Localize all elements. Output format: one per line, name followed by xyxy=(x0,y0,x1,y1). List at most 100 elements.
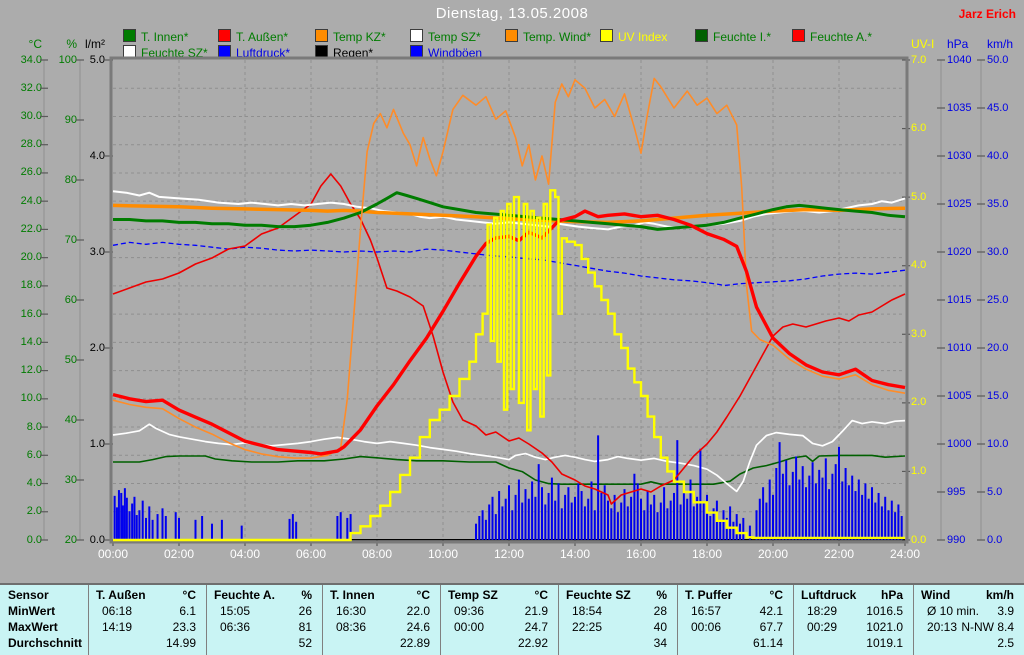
y-tick-label-kmh: 5.0 xyxy=(987,485,1003,498)
table-max-value: 23.3 xyxy=(172,620,196,634)
legend-item-temp-wind: Temp. Wind* xyxy=(505,29,592,44)
y-tick-label-uv: 5.0 xyxy=(911,190,927,203)
y-tick-label-temp_c: 6.0 xyxy=(26,448,42,461)
axis-unit-uv: UV-I xyxy=(911,37,935,51)
y-tick-label-pct: 20 xyxy=(64,533,77,546)
table-max-value: 1021.0 xyxy=(866,620,903,634)
y-tick-label-temp_c: 8.0 xyxy=(26,420,42,433)
x-tick-label: 14:00 xyxy=(559,547,591,561)
legend-item-feuchte-i: Feuchte I.* xyxy=(695,29,772,44)
table-col-name: T. Puffer xyxy=(685,588,733,602)
table-min-time: 16:30 xyxy=(336,604,367,618)
x-tick-label: 10:00 xyxy=(427,547,459,561)
legend-color-swatch xyxy=(792,29,805,42)
y-tick-label-temp_c: 30.0 xyxy=(20,109,42,122)
legend-item-temp-kz: Temp KZ* xyxy=(315,29,386,44)
table-max-value: 40 xyxy=(653,620,667,634)
table-col-unit: °C xyxy=(416,588,430,602)
plot-border xyxy=(109,56,909,544)
table-min-time: 18:29 xyxy=(807,604,838,618)
y-tick-label-kmh: 10.0 xyxy=(987,437,1009,450)
table-min-value: 42.1 xyxy=(759,604,783,618)
plot-area[interactable] xyxy=(113,60,905,540)
table-max-value: 81 xyxy=(298,620,312,634)
y-tick-label-hpa: 1020 xyxy=(947,245,972,258)
x-tick-label: 00:00 xyxy=(97,547,129,561)
y-tick-label-kmh: 50.0 xyxy=(987,53,1009,66)
y-tick-label-kmh: 35.0 xyxy=(987,197,1009,210)
table-avg-value: 22.92 xyxy=(517,636,548,650)
y-tick-label-temp_c: 34.0 xyxy=(20,53,42,66)
y-tick-label-uv: 3.0 xyxy=(911,327,927,340)
table-row-label: MinWert xyxy=(8,604,56,618)
axis-unit-temp_c: °C xyxy=(28,37,42,51)
x-tick-label: 12:00 xyxy=(493,547,525,561)
x-tick-label: 04:00 xyxy=(229,547,261,561)
table-min-value: 26 xyxy=(298,604,312,618)
y-tick-label-temp_c: 14.0 xyxy=(20,335,42,348)
table-avg-value: 61.14 xyxy=(752,636,783,650)
y-tick-label-temp_c: 16.0 xyxy=(20,307,42,320)
y-tick-label-lm2: 5.0 xyxy=(89,53,105,66)
stats-table: Sensor MinWert MaxWert Durchschnitt T. Außen… xyxy=(0,583,1024,655)
x-tick-label: 02:00 xyxy=(163,547,195,561)
y-tick-label-temp_c: 22.0 xyxy=(20,222,42,235)
axis-unit-kmh: km/h xyxy=(987,37,1014,51)
table-min-time: 09:36 xyxy=(454,604,485,618)
table-col-unit: km/h xyxy=(985,588,1014,602)
series-feuchte-a xyxy=(112,173,906,505)
axis-lines xyxy=(40,59,985,546)
table-min-value: 6.1 xyxy=(179,604,196,618)
y-tick-label-hpa: 1005 xyxy=(947,389,972,402)
y-tick-label-uv: 7.0 xyxy=(911,53,927,66)
table-max-time: 22:25 xyxy=(572,620,603,634)
y-tick-label-temp_c: 18.0 xyxy=(20,279,42,292)
y-tick-label-hpa: 1030 xyxy=(947,149,972,162)
table-avg-value: 2.5 xyxy=(997,636,1014,650)
legend-color-swatch xyxy=(218,29,231,42)
y-tick-label-hpa: 1000 xyxy=(947,437,972,450)
x-tick-label: 22:00 xyxy=(823,547,855,561)
table-min-value: 21.9 xyxy=(524,604,548,618)
table-column-separator xyxy=(440,585,441,655)
legend-label: Temp KZ* xyxy=(333,30,386,44)
table-col-name: Feuchte A. xyxy=(214,588,275,602)
table-min-value: 22.0 xyxy=(406,604,430,618)
y-tick-label-temp_c: 24.0 xyxy=(20,194,42,207)
table-row-label: Durchschnitt xyxy=(8,636,83,650)
legend-color-swatch xyxy=(600,29,613,42)
table-col-name: Temp SZ xyxy=(448,588,498,602)
y-tick-label-kmh: 20.0 xyxy=(987,341,1009,354)
legend-label: UV Index xyxy=(618,30,668,44)
y-tick-label-lm2: 3.0 xyxy=(89,245,105,258)
axis-unit-lm2: l/m² xyxy=(85,37,105,51)
table-avg-value: 14.99 xyxy=(165,636,196,650)
table-max-time: 20:13 xyxy=(927,620,958,634)
y-tick-label-temp_c: 26.0 xyxy=(20,166,42,179)
table-col-unit: °C xyxy=(182,588,196,602)
table-avg-value: 34 xyxy=(653,636,667,650)
legend-label: Temp. Wind* xyxy=(523,30,592,44)
y-tick-label-hpa: 1035 xyxy=(947,101,972,114)
table-col-unit: hPa xyxy=(880,588,903,602)
table-column-separator xyxy=(793,585,794,655)
table-min-value: 1016.5 xyxy=(866,604,903,618)
y-tick-label-pct: 90 xyxy=(64,113,77,126)
y-tick-label-uv: 4.0 xyxy=(911,259,927,272)
table-row-label: Sensor xyxy=(8,588,49,602)
table-col-unit: °C xyxy=(769,588,783,602)
y-tick-label-temp_c: 28.0 xyxy=(20,138,42,151)
legend-label: Feuchte I.* xyxy=(713,30,772,44)
table-column-separator xyxy=(677,585,678,655)
y-tick-label-pct: 70 xyxy=(64,233,77,246)
y-tick-label-uv: 0.0 xyxy=(911,533,927,546)
legend-item-t-innen: T. Innen* xyxy=(123,29,188,44)
legend-item-temp-sz: Temp SZ* xyxy=(410,29,481,44)
table-min-time: 15:05 xyxy=(220,604,251,618)
table-column-separator xyxy=(322,585,323,655)
y-tick-label-pct: 30 xyxy=(64,473,77,486)
table-col-unit: % xyxy=(301,588,312,602)
legend-label: Temp SZ* xyxy=(428,30,481,44)
legend-color-swatch xyxy=(505,29,518,42)
